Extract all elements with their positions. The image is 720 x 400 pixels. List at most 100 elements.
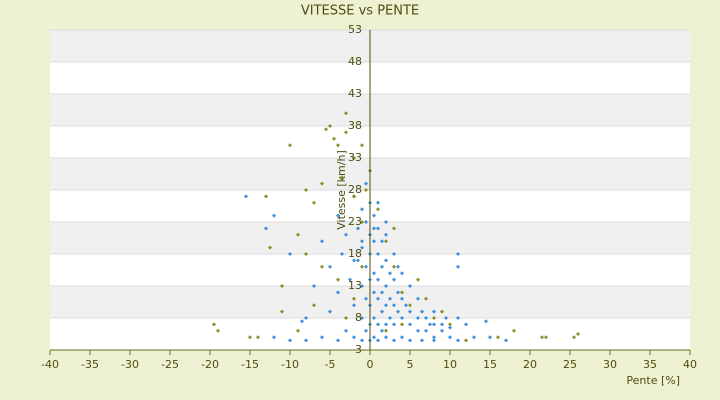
point bbox=[400, 322, 404, 327]
point bbox=[372, 271, 376, 276]
point bbox=[300, 319, 304, 324]
point bbox=[384, 232, 388, 237]
point bbox=[380, 328, 384, 333]
point bbox=[364, 220, 368, 224]
point bbox=[456, 264, 460, 269]
point bbox=[384, 220, 388, 224]
y-axis-label: Vitesse [km/h] bbox=[335, 150, 348, 230]
point bbox=[408, 338, 412, 343]
point bbox=[440, 322, 444, 327]
point bbox=[380, 309, 384, 314]
point bbox=[280, 309, 284, 314]
point bbox=[428, 322, 432, 327]
point bbox=[400, 316, 404, 320]
point bbox=[388, 271, 392, 276]
point bbox=[312, 200, 316, 205]
point bbox=[432, 322, 436, 327]
point bbox=[216, 328, 220, 333]
point bbox=[304, 252, 308, 256]
point bbox=[340, 252, 344, 256]
point bbox=[380, 290, 384, 295]
point bbox=[360, 239, 364, 244]
point bbox=[376, 207, 380, 212]
x-tick-label: 15 bbox=[483, 358, 497, 371]
x-tick-label: -5 bbox=[325, 358, 336, 371]
point bbox=[352, 156, 356, 160]
y-tick-label: 43 bbox=[348, 87, 362, 100]
point bbox=[248, 335, 252, 340]
point bbox=[376, 322, 380, 327]
point bbox=[348, 277, 352, 282]
x-tick-label: -15 bbox=[241, 358, 259, 371]
x-tick-label: 10 bbox=[443, 358, 457, 371]
point bbox=[464, 322, 468, 327]
point bbox=[352, 296, 356, 301]
point bbox=[372, 213, 376, 218]
point bbox=[444, 316, 448, 320]
point bbox=[448, 325, 452, 330]
x-axis-label: Pente [%] bbox=[626, 374, 680, 387]
point bbox=[384, 258, 388, 263]
point bbox=[384, 239, 388, 244]
point bbox=[340, 175, 344, 180]
point bbox=[420, 309, 424, 314]
point bbox=[396, 264, 400, 269]
point bbox=[488, 335, 492, 340]
chart-title: VITESSE vs PENTE bbox=[301, 4, 419, 19]
x-tick-label: -30 bbox=[121, 358, 139, 371]
point bbox=[360, 245, 364, 250]
point bbox=[504, 338, 508, 343]
point bbox=[380, 239, 384, 244]
y-tick-label: 13 bbox=[348, 279, 362, 292]
x-tick-label: -20 bbox=[201, 358, 219, 371]
point bbox=[484, 319, 488, 324]
point bbox=[384, 322, 388, 327]
point bbox=[312, 284, 316, 288]
point bbox=[432, 309, 436, 314]
y-tick-label: 38 bbox=[348, 119, 362, 132]
point bbox=[360, 316, 364, 320]
point bbox=[320, 264, 324, 269]
point bbox=[336, 213, 340, 218]
point bbox=[328, 264, 332, 269]
point bbox=[392, 338, 396, 343]
point bbox=[544, 335, 548, 340]
point bbox=[296, 328, 300, 333]
point bbox=[272, 335, 276, 340]
point bbox=[264, 194, 268, 199]
point bbox=[372, 226, 376, 231]
point bbox=[392, 277, 396, 282]
point bbox=[424, 328, 428, 333]
point bbox=[288, 143, 292, 148]
x-tick-label: -40 bbox=[41, 358, 59, 371]
point bbox=[392, 252, 396, 256]
point bbox=[344, 232, 348, 237]
point bbox=[364, 264, 368, 269]
point bbox=[296, 232, 300, 237]
point bbox=[408, 303, 412, 308]
point bbox=[464, 338, 468, 343]
point bbox=[356, 226, 360, 231]
point bbox=[432, 316, 436, 320]
y-tick-label: 23 bbox=[348, 215, 362, 228]
point bbox=[420, 338, 424, 343]
point bbox=[392, 226, 396, 231]
point bbox=[376, 277, 380, 282]
point bbox=[304, 338, 308, 343]
x-tick-label: 5 bbox=[407, 358, 414, 371]
point bbox=[408, 309, 412, 314]
point bbox=[400, 271, 404, 276]
point bbox=[328, 309, 332, 314]
point bbox=[416, 277, 420, 282]
point bbox=[384, 328, 388, 333]
point bbox=[396, 309, 400, 314]
point bbox=[448, 335, 452, 340]
point bbox=[344, 130, 348, 135]
point bbox=[376, 338, 380, 343]
point bbox=[496, 335, 500, 340]
point bbox=[336, 143, 340, 148]
point bbox=[244, 194, 248, 199]
point bbox=[388, 296, 392, 301]
point bbox=[432, 338, 436, 343]
